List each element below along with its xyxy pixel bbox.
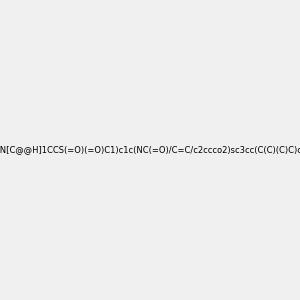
Text: O=C(N[C@@H]1CCS(=O)(=O)C1)c1c(NC(=O)/C=C/c2ccco2)sc3cc(C(C)(C)C)ccc13: O=C(N[C@@H]1CCS(=O)(=O)C1)c1c(NC(=O)/C=C… — [0, 146, 300, 154]
